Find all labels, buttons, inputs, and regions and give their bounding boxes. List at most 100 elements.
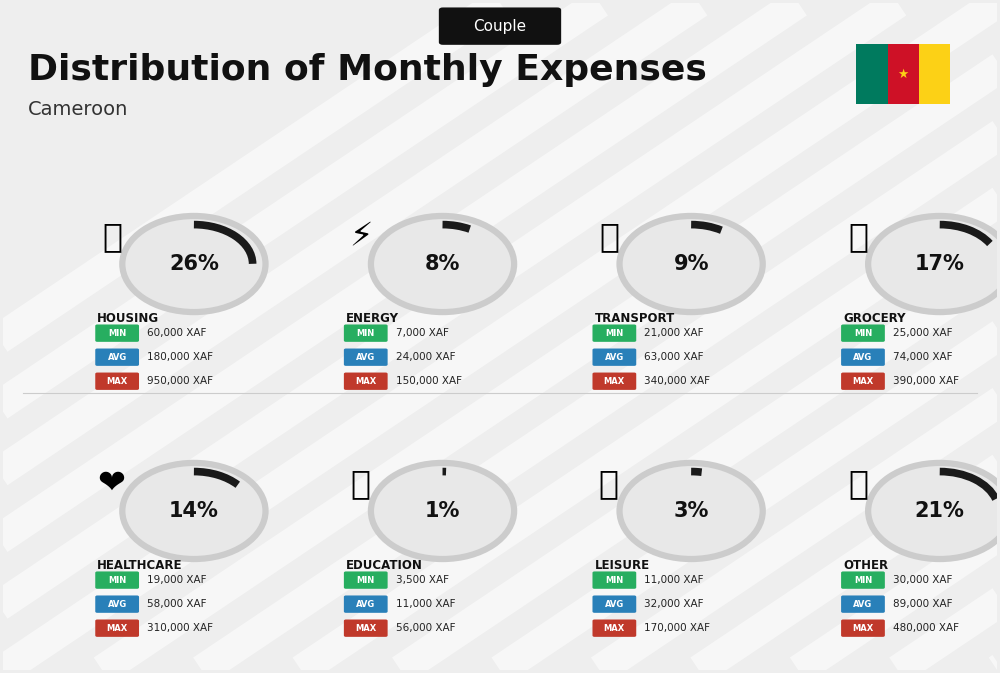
- Text: 🏢: 🏢: [102, 220, 122, 253]
- Circle shape: [122, 463, 266, 559]
- Text: 74,000 XAF: 74,000 XAF: [893, 352, 952, 362]
- Text: AVG: AVG: [853, 600, 873, 608]
- Text: 17%: 17%: [915, 254, 965, 274]
- Text: MIN: MIN: [854, 328, 872, 338]
- FancyBboxPatch shape: [888, 44, 919, 104]
- Text: 11,000 XAF: 11,000 XAF: [644, 575, 704, 585]
- FancyBboxPatch shape: [344, 596, 388, 613]
- Text: 950,000 XAF: 950,000 XAF: [147, 376, 213, 386]
- Text: MIN: MIN: [357, 575, 375, 585]
- FancyBboxPatch shape: [592, 373, 636, 390]
- FancyBboxPatch shape: [592, 349, 636, 366]
- Text: MIN: MIN: [108, 328, 126, 338]
- Text: GROCERY: GROCERY: [843, 312, 906, 325]
- FancyBboxPatch shape: [344, 619, 388, 637]
- Text: ❤️: ❤️: [98, 467, 126, 500]
- Text: 8%: 8%: [425, 254, 460, 274]
- Text: 32,000 XAF: 32,000 XAF: [644, 599, 704, 609]
- Text: 19,000 XAF: 19,000 XAF: [147, 575, 206, 585]
- Text: MAX: MAX: [852, 377, 874, 386]
- Text: ★: ★: [898, 68, 909, 81]
- FancyBboxPatch shape: [95, 571, 139, 589]
- Text: AVG: AVG: [605, 600, 624, 608]
- Text: Distribution of Monthly Expenses: Distribution of Monthly Expenses: [28, 52, 707, 87]
- Circle shape: [371, 463, 514, 559]
- Text: 480,000 XAF: 480,000 XAF: [893, 623, 959, 633]
- FancyBboxPatch shape: [95, 324, 139, 342]
- Text: 7,000 XAF: 7,000 XAF: [396, 328, 448, 338]
- Text: ENERGY: ENERGY: [346, 312, 399, 325]
- Text: MAX: MAX: [107, 377, 128, 386]
- Text: 24,000 XAF: 24,000 XAF: [396, 352, 455, 362]
- Text: 3,500 XAF: 3,500 XAF: [396, 575, 449, 585]
- Text: 14%: 14%: [169, 501, 219, 521]
- Text: AVG: AVG: [605, 353, 624, 361]
- Text: 58,000 XAF: 58,000 XAF: [147, 599, 206, 609]
- Text: 180,000 XAF: 180,000 XAF: [147, 352, 213, 362]
- Text: 89,000 XAF: 89,000 XAF: [893, 599, 952, 609]
- Text: 63,000 XAF: 63,000 XAF: [644, 352, 704, 362]
- FancyBboxPatch shape: [95, 596, 139, 613]
- FancyBboxPatch shape: [95, 619, 139, 637]
- Text: Couple: Couple: [473, 19, 527, 34]
- Text: 21,000 XAF: 21,000 XAF: [644, 328, 704, 338]
- Text: AVG: AVG: [108, 600, 127, 608]
- Text: 🎓: 🎓: [351, 467, 371, 500]
- Text: MIN: MIN: [605, 575, 623, 585]
- Text: 🚌: 🚌: [599, 220, 619, 253]
- Circle shape: [122, 216, 266, 312]
- Text: TRANSPORT: TRANSPORT: [594, 312, 675, 325]
- Circle shape: [868, 463, 1000, 559]
- Text: MIN: MIN: [605, 328, 623, 338]
- Text: AVG: AVG: [356, 600, 375, 608]
- Text: MIN: MIN: [108, 575, 126, 585]
- Text: 🛒: 🛒: [848, 220, 868, 253]
- FancyBboxPatch shape: [592, 324, 636, 342]
- Circle shape: [868, 216, 1000, 312]
- Text: AVG: AVG: [356, 353, 375, 361]
- Text: MAX: MAX: [604, 377, 625, 386]
- Text: AVG: AVG: [108, 353, 127, 361]
- Text: 26%: 26%: [169, 254, 219, 274]
- Text: OTHER: OTHER: [843, 559, 888, 572]
- Text: Cameroon: Cameroon: [28, 100, 128, 119]
- Text: EDUCATION: EDUCATION: [346, 559, 423, 572]
- Text: 390,000 XAF: 390,000 XAF: [893, 376, 959, 386]
- Text: MAX: MAX: [852, 624, 874, 633]
- Text: MAX: MAX: [604, 624, 625, 633]
- Text: 9%: 9%: [673, 254, 709, 274]
- FancyBboxPatch shape: [841, 571, 885, 589]
- Circle shape: [620, 216, 763, 312]
- Text: ⚡: ⚡: [349, 220, 372, 253]
- Text: 340,000 XAF: 340,000 XAF: [644, 376, 710, 386]
- Text: HOUSING: HOUSING: [97, 312, 159, 325]
- Text: 💰: 💰: [848, 467, 868, 500]
- FancyBboxPatch shape: [856, 44, 888, 104]
- Text: MIN: MIN: [357, 328, 375, 338]
- FancyBboxPatch shape: [841, 373, 885, 390]
- Text: MAX: MAX: [107, 624, 128, 633]
- Text: 1%: 1%: [425, 501, 460, 521]
- Text: 150,000 XAF: 150,000 XAF: [396, 376, 462, 386]
- FancyBboxPatch shape: [95, 349, 139, 366]
- FancyBboxPatch shape: [841, 349, 885, 366]
- Text: HEALTHCARE: HEALTHCARE: [97, 559, 183, 572]
- FancyBboxPatch shape: [841, 596, 885, 613]
- FancyBboxPatch shape: [919, 44, 950, 104]
- Text: 60,000 XAF: 60,000 XAF: [147, 328, 206, 338]
- Text: MAX: MAX: [355, 624, 376, 633]
- Text: 21%: 21%: [915, 501, 965, 521]
- FancyBboxPatch shape: [95, 373, 139, 390]
- FancyBboxPatch shape: [841, 619, 885, 637]
- Text: 30,000 XAF: 30,000 XAF: [893, 575, 952, 585]
- FancyBboxPatch shape: [344, 373, 388, 390]
- Text: 11,000 XAF: 11,000 XAF: [396, 599, 455, 609]
- FancyBboxPatch shape: [439, 7, 561, 45]
- Text: 3%: 3%: [673, 501, 709, 521]
- Text: MAX: MAX: [355, 377, 376, 386]
- Circle shape: [620, 463, 763, 559]
- FancyBboxPatch shape: [592, 619, 636, 637]
- Text: MIN: MIN: [854, 575, 872, 585]
- Text: 56,000 XAF: 56,000 XAF: [396, 623, 455, 633]
- Text: 25,000 XAF: 25,000 XAF: [893, 328, 952, 338]
